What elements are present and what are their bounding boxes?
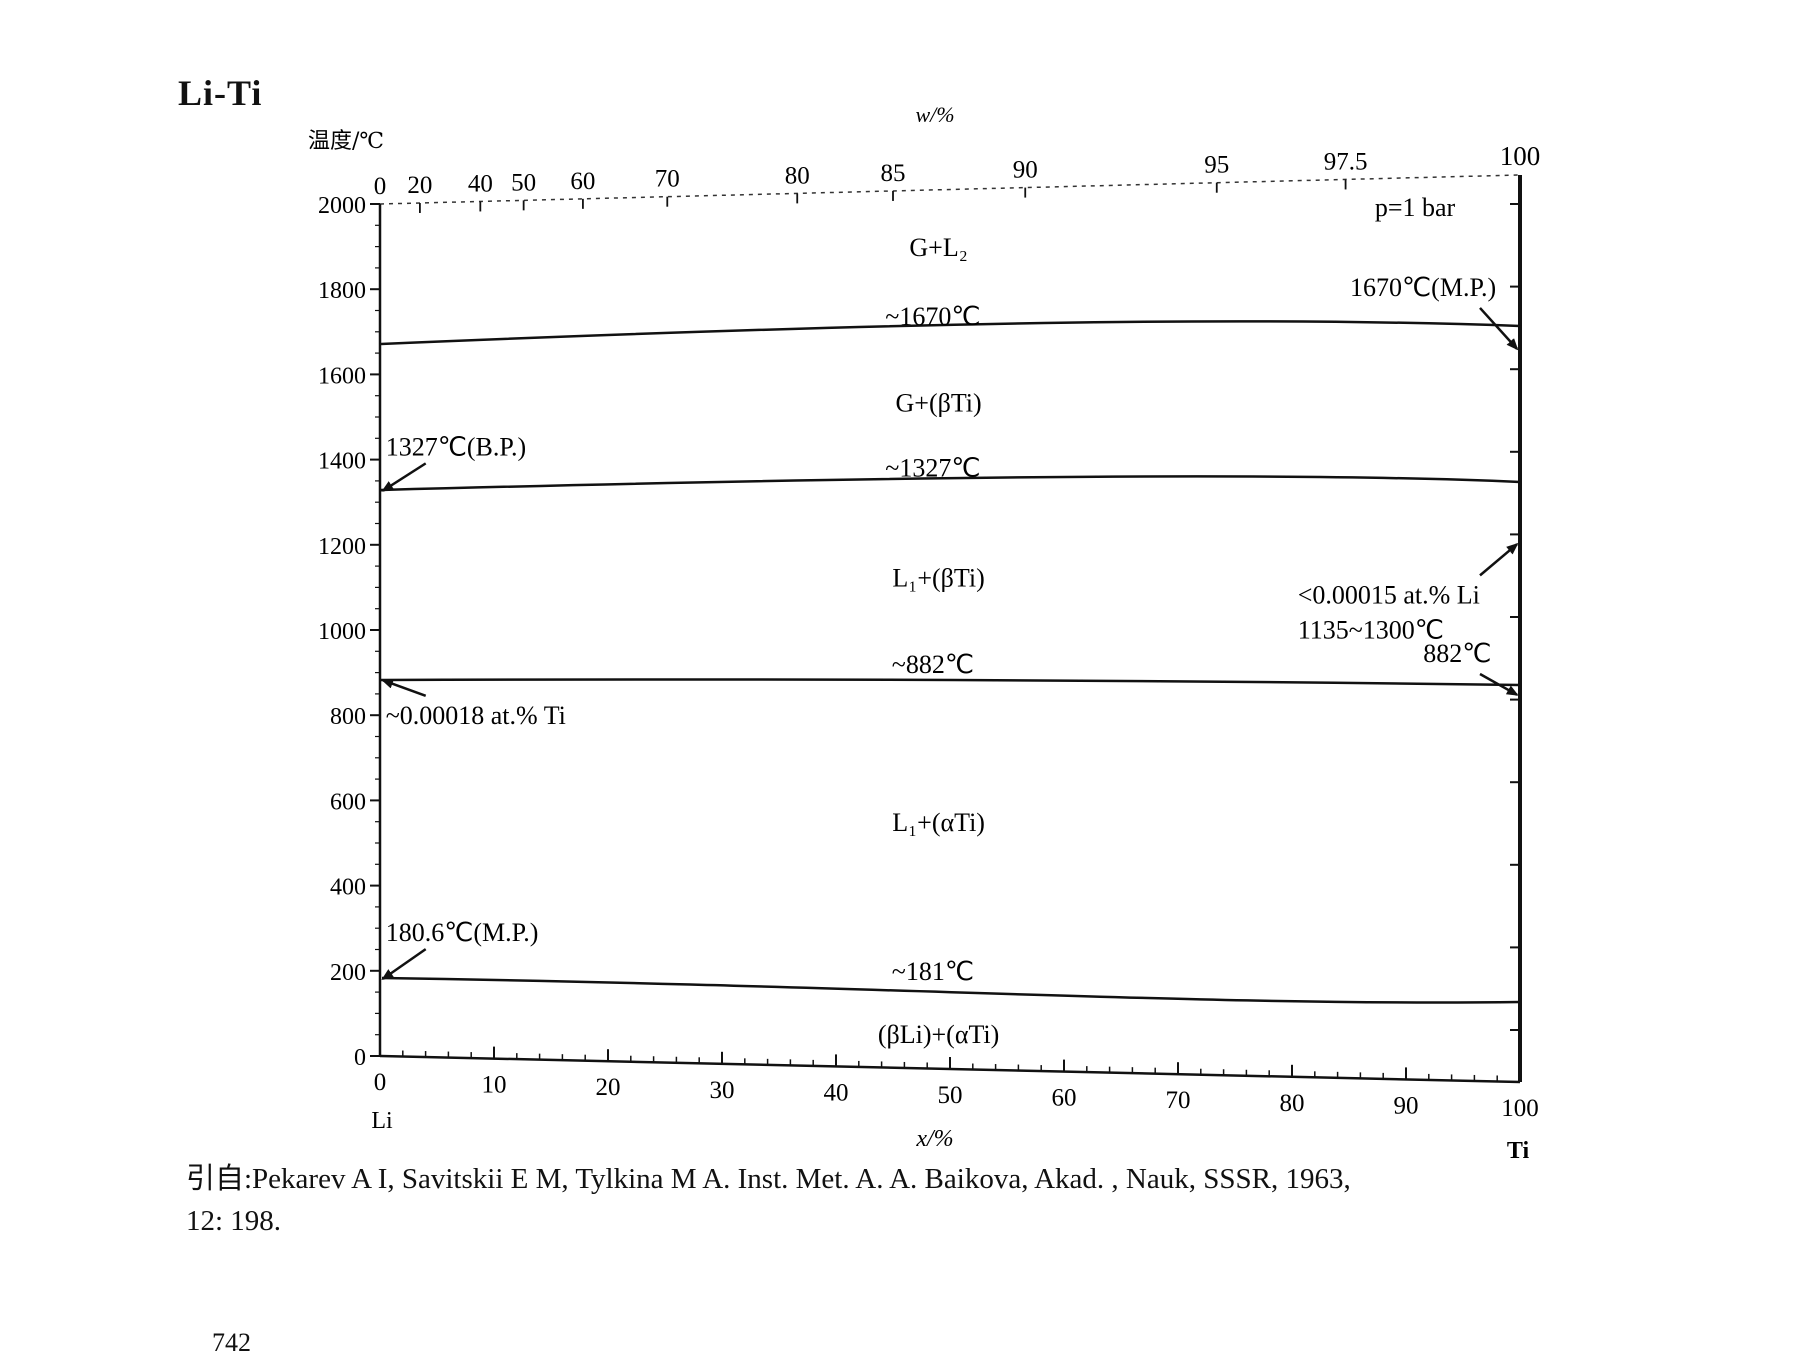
y-tick-label: 0 bbox=[354, 1045, 366, 1071]
x-tick-label: 80 bbox=[1280, 1090, 1305, 1117]
phase-region-label: G+(βTi) bbox=[896, 389, 982, 418]
boundary-1670 bbox=[379, 320, 1521, 346]
top-tick-label: 100 bbox=[1500, 141, 1541, 171]
x-tick-label: 70 bbox=[1166, 1087, 1191, 1114]
phase-region-label: L₁+(αTi) bbox=[892, 808, 985, 837]
top-tick-label: 70 bbox=[655, 166, 680, 193]
top-tick-label: 40 bbox=[468, 170, 493, 197]
pressure-note: p=1 bar bbox=[1375, 193, 1456, 222]
annotation-arrow bbox=[1479, 307, 1519, 351]
source-citation: 引自:Pekarev A I, Savitskii E M, Tylkina M… bbox=[186, 1158, 1351, 1242]
x-axis-label: x/% bbox=[915, 1126, 953, 1152]
annotation-arrow bbox=[1479, 672, 1519, 696]
annotation-arrow bbox=[381, 948, 427, 981]
x-tick-label: 50 bbox=[938, 1082, 963, 1109]
annotation-label: 1327℃(B.P.) bbox=[386, 432, 526, 461]
y-tick-label: 200 bbox=[330, 960, 366, 986]
annotation-arrow bbox=[381, 462, 427, 492]
top-tick-label: 20 bbox=[407, 172, 432, 199]
top-axis-title: w/% bbox=[915, 102, 954, 127]
y-tick-label: 1200 bbox=[318, 534, 366, 560]
boundary-temperature-label: ~1670℃ bbox=[885, 302, 980, 331]
annotation-arrow bbox=[381, 678, 427, 697]
top-axis-line bbox=[379, 174, 1521, 205]
boundary-temperature-label: ~1327℃ bbox=[885, 453, 980, 482]
y-tick-label: 1800 bbox=[318, 278, 366, 304]
y-axis-label: 温度/℃ bbox=[308, 129, 384, 154]
x-tick-label: 10 bbox=[482, 1072, 507, 1099]
boundary-temperature-label: ~181℃ bbox=[892, 957, 974, 986]
page-number: 742 bbox=[212, 1328, 251, 1357]
annotation-label: 180.6℃(M.P.) bbox=[386, 918, 539, 947]
annotation-label: <0.00015 at.% Li bbox=[1298, 580, 1480, 609]
top-tick-label: 60 bbox=[570, 168, 595, 195]
top-tick-label: 95 bbox=[1204, 152, 1229, 179]
annotation-arrows bbox=[381, 307, 1519, 981]
axis-ticks: 0 10 20 30 40 50 60 70 80 90 100020040060080010001… bbox=[318, 141, 1540, 1122]
x-tick-label: 20 bbox=[596, 1074, 621, 1101]
top-tick-label: 90 bbox=[1013, 157, 1038, 184]
y-tick-label: 1600 bbox=[318, 363, 366, 389]
top-axis-label: w/% bbox=[915, 102, 954, 127]
phase-boundary-lines bbox=[379, 320, 1521, 1004]
y-tick-label: 2000 bbox=[318, 193, 366, 219]
x-tick-label: 0 bbox=[374, 1069, 387, 1096]
source-line-1: 引自:Pekarev A I, Savitskii E M, Tylkina M… bbox=[186, 1163, 1351, 1195]
x-tick-label: 90 bbox=[1394, 1092, 1419, 1119]
boundary-181 bbox=[381, 976, 1521, 1004]
source-line-2: 12: 198. bbox=[186, 1205, 282, 1237]
annotation-label: 1135~1300℃ bbox=[1298, 615, 1444, 644]
phase-region-label: L₁+(βTi) bbox=[892, 564, 984, 593]
phase-region-label: G+L₂ bbox=[909, 233, 967, 262]
top-tick-label: 85 bbox=[881, 160, 906, 187]
top-tick-label: 0 bbox=[374, 173, 387, 200]
top-tick-label: 97.5 bbox=[1324, 148, 1368, 175]
top-tick-label: 50 bbox=[511, 169, 536, 196]
boundary-temperature-label: ~882℃ bbox=[892, 650, 974, 679]
annotation-label: 882℃ bbox=[1423, 639, 1491, 668]
phase-region-label: (βLi)+(αTi) bbox=[878, 1020, 999, 1049]
end-label-li: Li bbox=[371, 1108, 393, 1134]
top-tick-label: 80 bbox=[785, 162, 810, 189]
boundary-1327 bbox=[379, 475, 1521, 492]
x-tick-label: 60 bbox=[1052, 1085, 1077, 1112]
x-tick-label: 30 bbox=[710, 1077, 735, 1104]
annotation-arrow bbox=[1479, 542, 1519, 577]
y-tick-label: 600 bbox=[330, 789, 366, 815]
y-tick-label: 400 bbox=[330, 875, 366, 901]
annotation-label: 1670℃(M.P.) bbox=[1350, 273, 1496, 302]
x-tick-label: 40 bbox=[824, 1079, 849, 1106]
diagram-labels: G+L₂ G+(βTi) L₁+(βTi) L₁+(αTi) (βLi)+(αTi) ~1… bbox=[386, 233, 1497, 1049]
y-tick-label: 1400 bbox=[318, 449, 366, 475]
x-tick-label: 100 bbox=[1501, 1095, 1539, 1122]
boundary-882 bbox=[379, 678, 1521, 687]
system-title: Li-Ti bbox=[178, 73, 263, 113]
end-label-ti: Ti bbox=[1507, 1138, 1530, 1164]
annotation-label: ~0.00018 at.% Ti bbox=[386, 701, 566, 730]
y-tick-label: 1000 bbox=[318, 619, 366, 645]
y-tick-label: 800 bbox=[330, 704, 366, 730]
